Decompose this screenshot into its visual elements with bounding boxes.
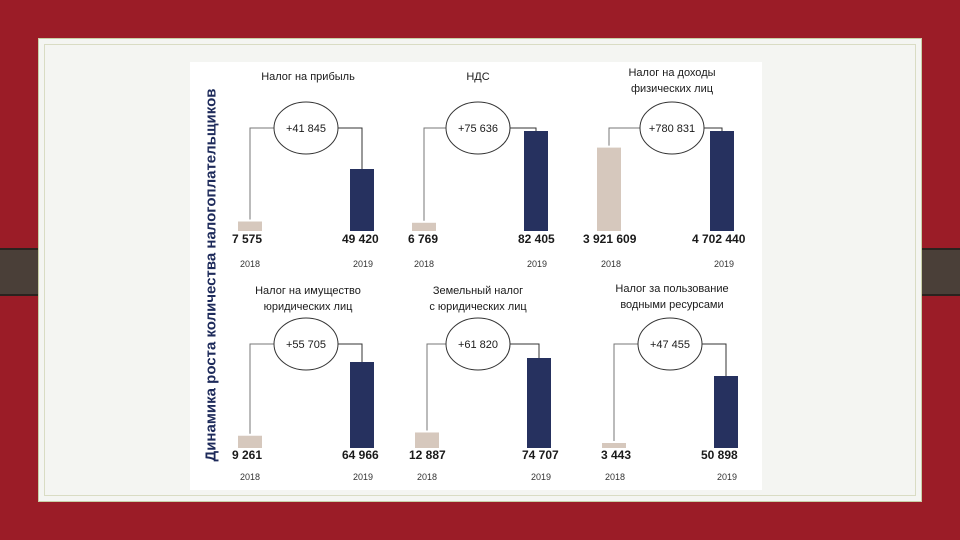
panel-4-title-line-2: юридических лиц bbox=[264, 301, 354, 313]
panel-2-value-2018: 6 769 bbox=[408, 232, 438, 246]
panel-1-bar-2019 bbox=[350, 169, 374, 231]
panel-5-bar-2019 bbox=[527, 358, 551, 448]
panel-4-title-line-1: Налог на имущество bbox=[255, 285, 361, 297]
panel-3-change-label: +780 831 bbox=[649, 123, 695, 135]
panel-1-change-label: +41 845 bbox=[286, 123, 326, 135]
panel-5-value-2018: 12 887 bbox=[409, 448, 446, 462]
panel-6-connector-right bbox=[700, 343, 727, 388]
panel-3-title-line-2: физических лиц bbox=[631, 83, 714, 95]
panel-5-title-line-2: с юридических лиц bbox=[429, 301, 527, 313]
panel-4-value-2019: 64 966 bbox=[342, 448, 379, 462]
panel-2-connector-left bbox=[423, 127, 448, 221]
panel-1-title-line-1: Налог на прибыль bbox=[261, 71, 355, 83]
panel-3-year-2019: 2019 bbox=[714, 259, 734, 269]
panel-4-year-2019: 2019 bbox=[353, 472, 373, 482]
panel-4-change-ellipse bbox=[273, 317, 339, 371]
panel-5-value-2019: 74 707 bbox=[522, 448, 559, 462]
panel-3-value-2018: 3 921 609 bbox=[583, 232, 637, 246]
panel-2-bar-2019 bbox=[524, 131, 548, 231]
panel-5-title-line-1: Земельный налог bbox=[433, 285, 523, 297]
panel-5-change-ellipse bbox=[445, 317, 511, 371]
panel-6-year-2018: 2018 bbox=[605, 472, 625, 482]
panel-6-title-line-1: Налог за пользование bbox=[615, 283, 728, 295]
panel-1-bar-2018 bbox=[238, 221, 262, 231]
panel-6-bar-2019 bbox=[714, 376, 738, 448]
panel-3-title-line-1: Налог на доходы bbox=[628, 67, 715, 79]
panel-1-year-2018: 2018 bbox=[240, 259, 260, 269]
panel-6-change-label: +47 455 bbox=[650, 339, 690, 351]
frame-inner-border bbox=[44, 44, 916, 496]
panel-6-value-2019: 50 898 bbox=[701, 448, 738, 462]
panel-1-value-2018: 7 575 bbox=[232, 232, 262, 246]
panel-2-change-ellipse bbox=[445, 101, 511, 155]
panel-2-year-2018: 2018 bbox=[414, 259, 434, 269]
panel-4-connector-left bbox=[249, 343, 276, 434]
panel-2-title-line-1: НДС bbox=[466, 71, 489, 83]
panel-6-connector-left bbox=[613, 343, 640, 441]
panel-6-bar-2018 bbox=[602, 443, 626, 448]
panel-6-year-2019: 2019 bbox=[717, 472, 737, 482]
panel-6-value-2018: 3 443 bbox=[601, 448, 631, 462]
panel-5-year-2019: 2019 bbox=[531, 472, 551, 482]
panel-3-value-2019: 4 702 440 bbox=[692, 232, 746, 246]
panel-6-title-line-2: водными ресурсами bbox=[620, 299, 723, 311]
panel-1-year-2019: 2019 bbox=[353, 259, 373, 269]
panel-3-bar-2019 bbox=[710, 131, 734, 231]
panel-5-bar-2018 bbox=[415, 432, 439, 448]
panel-5-change-label: +61 820 bbox=[458, 339, 498, 351]
panel-2-value-2019: 82 405 bbox=[518, 232, 555, 246]
panel-4-change-label: +55 705 bbox=[286, 339, 326, 351]
panel-4-year-2018: 2018 bbox=[240, 472, 260, 482]
panel-2-change-label: +75 636 bbox=[458, 123, 498, 135]
panel-3-bar-2018 bbox=[597, 147, 621, 231]
panel-1-value-2019: 49 420 bbox=[342, 232, 379, 246]
panel-1-connector-right bbox=[336, 127, 363, 181]
panel-2-bar-2018 bbox=[412, 222, 436, 231]
panel-6-change-ellipse bbox=[637, 317, 703, 371]
panel-5-year-2018: 2018 bbox=[417, 472, 437, 482]
panel-1-change-ellipse bbox=[273, 101, 339, 155]
panel-1-connector-left bbox=[249, 127, 276, 220]
panel-4-bar-2019 bbox=[350, 362, 374, 448]
panel-3-change-ellipse bbox=[639, 101, 705, 155]
panel-5-connector-left bbox=[426, 343, 448, 431]
panel-4-value-2018: 9 261 bbox=[232, 448, 262, 462]
panel-3-connector-left bbox=[608, 127, 642, 146]
panel-4-bar-2018 bbox=[238, 435, 262, 448]
panel-3-year-2018: 2018 bbox=[601, 259, 621, 269]
panel-2-year-2019: 2019 bbox=[527, 259, 547, 269]
